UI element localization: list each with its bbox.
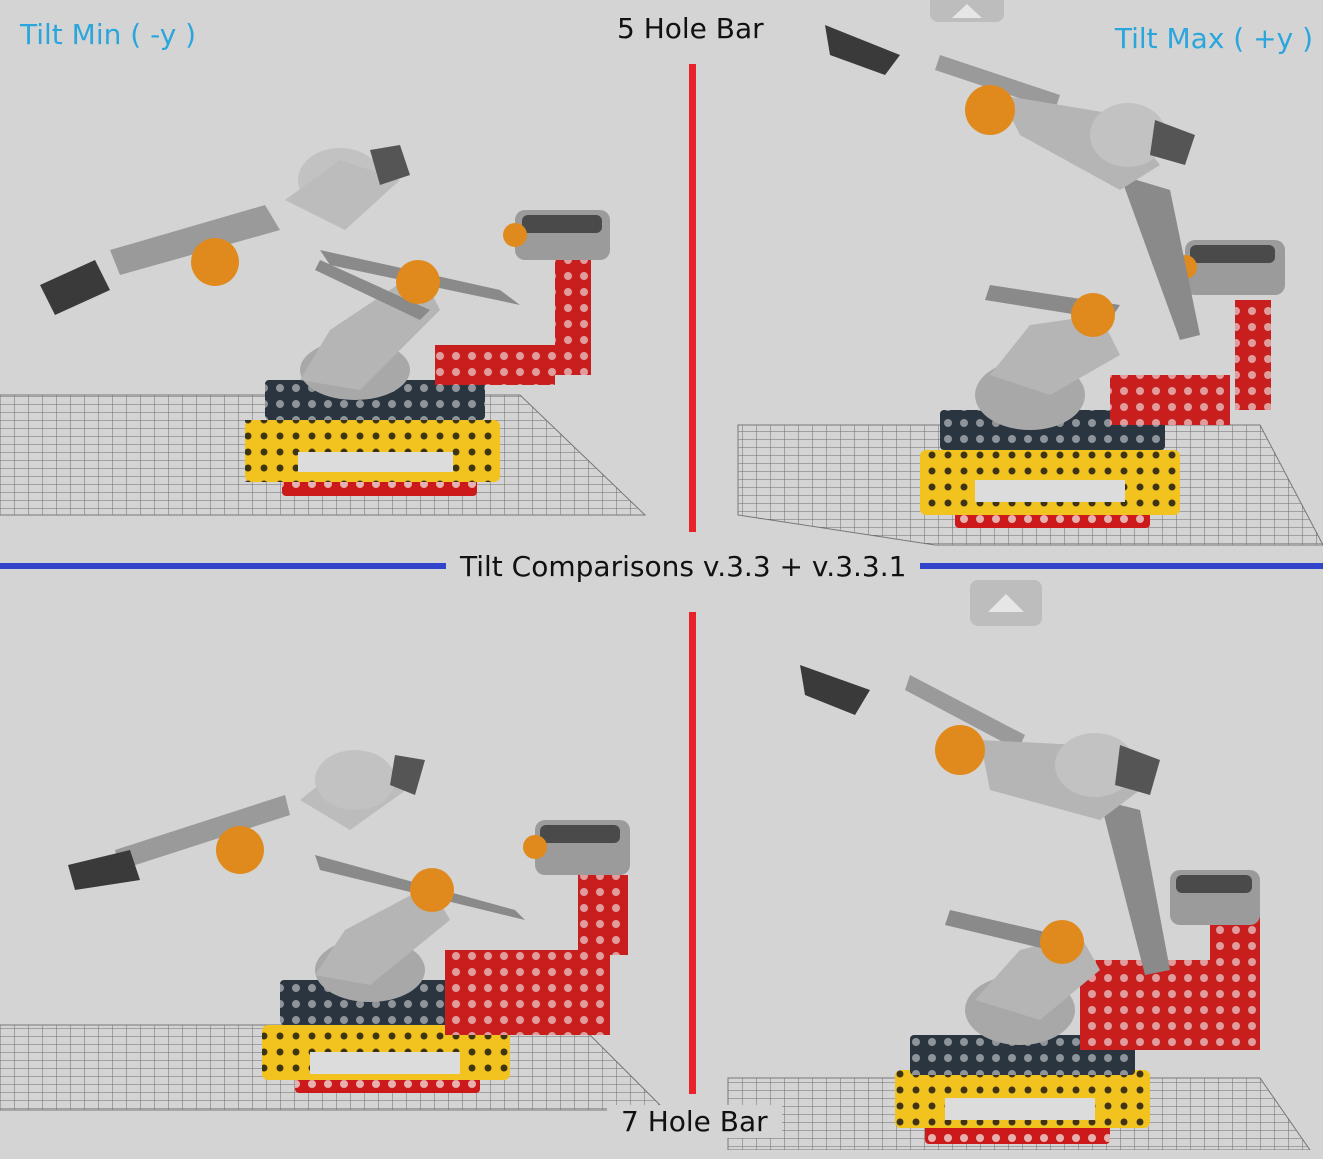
robot-tilt-max-7hole bbox=[700, 650, 1323, 1150]
triangle-up-icon bbox=[970, 580, 1042, 626]
robot-tilt-max-5hole bbox=[700, 15, 1323, 550]
vertical-divider-bottom bbox=[689, 612, 696, 1094]
scroll-up-button-bottom[interactable] bbox=[970, 580, 1042, 626]
five-hole-bar-label: 5 Hole Bar bbox=[603, 12, 778, 45]
robot-tilt-min-7hole bbox=[0, 740, 680, 1120]
robot-tilt-min-5hole bbox=[0, 140, 680, 540]
tilt-comparisons-title: Tilt Comparisons v.3.3 + v.3.3.1 bbox=[446, 550, 920, 583]
seven-hole-bar-label: 7 Hole Bar bbox=[607, 1105, 782, 1138]
tilt-max-label: Tilt Max ( +y ) bbox=[1115, 22, 1313, 55]
tilt-min-label: Tilt Min ( -y ) bbox=[20, 18, 196, 51]
vertical-divider-top bbox=[689, 64, 696, 532]
